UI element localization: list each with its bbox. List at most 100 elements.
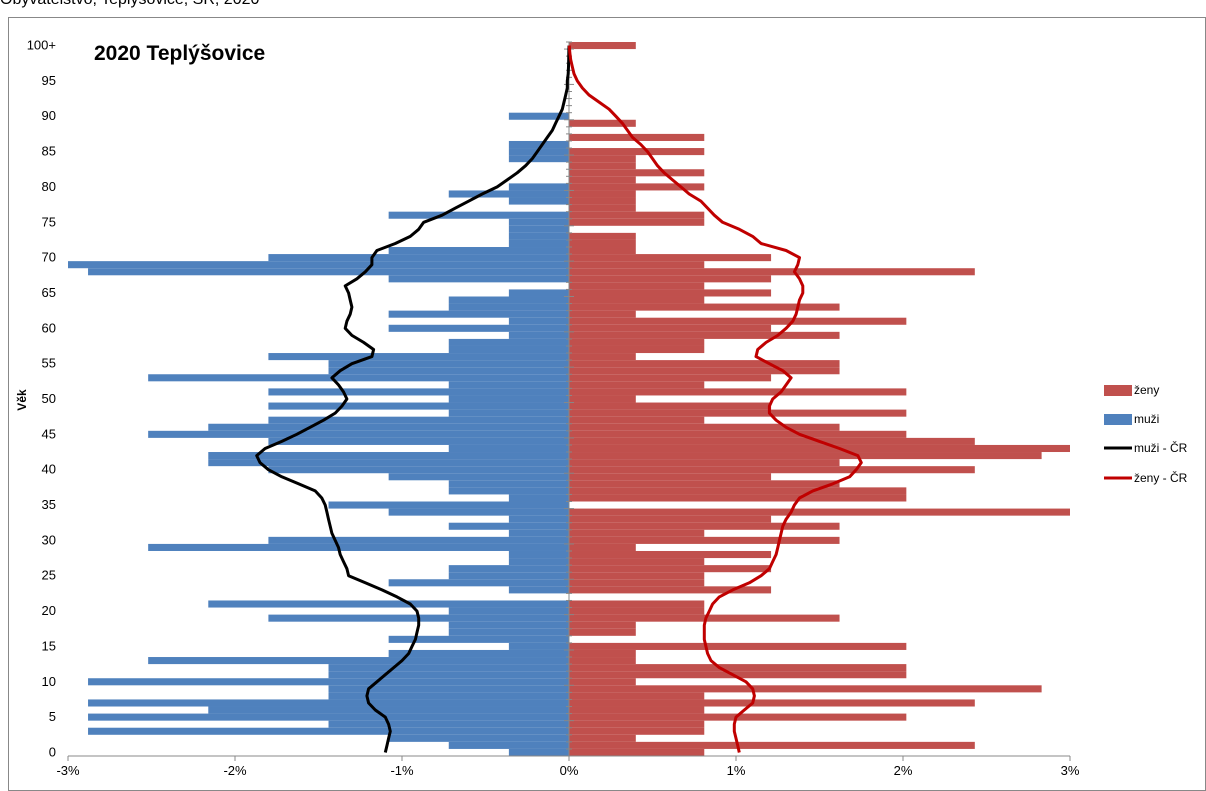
bar-muzi-age-12	[328, 664, 569, 672]
bar-zeny-age-58	[569, 338, 705, 346]
bar-zeny-age-12	[569, 664, 907, 672]
bar-zeny-age-87	[569, 133, 705, 141]
bar-zeny-age-1	[569, 741, 975, 749]
bar-zeny-age-15	[569, 642, 907, 650]
bar-zeny-age-77	[569, 204, 636, 212]
bar-zeny-age-43	[569, 444, 1070, 453]
bar-muzi-age-74	[508, 225, 569, 233]
bar-muzi-age-65	[508, 289, 569, 297]
bar-zeny-age-76	[569, 211, 705, 219]
bar-zeny-age-10	[569, 678, 636, 686]
bar-zeny-age-6	[569, 706, 705, 714]
bar-muzi-age-61	[508, 317, 569, 325]
page-header-text: Obyvatelstvo, Teplýšovice, SR, 2020	[0, 0, 259, 9]
bar-zeny-age-38	[569, 480, 840, 488]
bar-muzi-age-25	[448, 572, 569, 580]
bar-zeny-age-65	[569, 289, 772, 297]
bar-zeny-age-61	[569, 317, 907, 325]
bar-muzi-age-64	[448, 296, 569, 304]
bar-zeny-age-7	[569, 699, 975, 707]
bar-zeny-age-66	[569, 282, 705, 290]
bar-muzi-age-70	[268, 254, 569, 262]
bar-muzi-age-30	[268, 536, 569, 544]
bar-muzi-age-23	[508, 586, 569, 594]
bar-zeny-age-70	[569, 254, 772, 262]
bar-muzi-age-48	[448, 409, 569, 417]
bar-muzi-age-45	[148, 430, 569, 438]
bar-muzi-age-17	[448, 628, 569, 636]
y-tick-label: 75	[42, 214, 56, 229]
bar-muzi-age-11	[328, 671, 569, 679]
bar-zeny-age-45	[569, 430, 907, 438]
bar-zeny-age-67	[569, 275, 772, 283]
bar-zeny-age-0	[569, 748, 705, 756]
bar-muzi-age-46	[208, 423, 569, 431]
bar-zeny-age-24	[569, 579, 705, 587]
bar-zeny-age-8	[569, 692, 705, 700]
bar-zeny-age-29	[569, 543, 636, 551]
bar-muzi-age-62	[388, 310, 569, 318]
bar-muzi-age-37	[448, 487, 569, 495]
bar-zeny-age-78	[569, 197, 636, 205]
bar-muzi-age-34	[388, 508, 569, 516]
bar-muzi-age-40	[268, 466, 569, 474]
bar-muzi-age-20	[448, 607, 569, 615]
bar-zeny-age-30	[569, 536, 840, 544]
bar-zeny-age-18	[569, 621, 636, 629]
bar-muzi-age-47	[268, 416, 569, 424]
bar-muzi-age-7	[88, 699, 569, 707]
bar-zeny-age-19	[569, 614, 840, 622]
bar-zeny-age-14	[569, 649, 636, 658]
y-tick-label: 65	[42, 285, 56, 300]
bar-zeny-age-79	[569, 190, 636, 198]
bar-muzi-age-16	[388, 635, 569, 643]
bar-zeny-age-20	[569, 607, 705, 615]
bar-zeny-age-50	[569, 395, 636, 403]
bar-muzi-age-58	[448, 338, 569, 346]
bar-zeny-age-73	[569, 232, 636, 240]
y-tick-label: 0	[49, 744, 56, 759]
line-muzi-cr	[255, 45, 571, 753]
bar-muzi-age-86	[508, 140, 569, 149]
bar-muzi-age-9	[328, 685, 569, 693]
bar-zeny-age-84	[569, 155, 636, 163]
bar-muzi-age-56	[268, 353, 569, 361]
bar-zeny-age-71	[569, 247, 636, 255]
bar-muzi-age-0	[508, 748, 569, 756]
bar-muzi-age-50	[448, 395, 569, 403]
bar-zeny-age-25	[569, 572, 705, 580]
legend-zeny-label: ženy	[1134, 383, 1159, 397]
bar-zeny-age-4	[569, 720, 705, 728]
bar-zeny-age-85	[569, 148, 705, 156]
bar-muzi-age-76	[388, 211, 569, 219]
bar-muzi-age-51	[268, 388, 569, 396]
y-tick-label: 95	[42, 73, 56, 88]
bar-muzi-age-26	[448, 565, 569, 573]
bar-zeny-age-33	[569, 515, 772, 523]
bar-muzi-age-52	[448, 381, 569, 389]
bar-muzi-age-78	[508, 197, 569, 205]
bar-muzi-age-36	[508, 494, 569, 502]
bar-zeny-age-39	[569, 473, 772, 481]
bar-muzi-age-60	[388, 324, 569, 332]
bar-muzi-age-24	[388, 579, 569, 587]
y-tick-label: 90	[42, 108, 56, 123]
y-tick-label: 35	[42, 497, 56, 512]
bar-zeny-age-17	[569, 628, 636, 636]
bar-muzi-age-8	[328, 692, 569, 700]
bar-muzi-age-84	[508, 155, 569, 163]
bar-muzi-age-31	[508, 529, 569, 537]
bar-muzi-age-4	[328, 720, 569, 728]
y-tick-label: 20	[42, 603, 56, 618]
bar-muzi-age-44	[268, 437, 569, 445]
bar-zeny-age-42	[569, 452, 1042, 460]
bar-muzi-age-29	[148, 543, 569, 551]
bar-muzi-age-14	[388, 649, 569, 658]
legend-muzi-swatch	[1104, 414, 1132, 425]
bar-zeny-age-37	[569, 487, 907, 495]
bar-zeny-age-49	[569, 402, 772, 410]
bar-zeny-age-41	[569, 459, 840, 467]
bar-zeny-age-60	[569, 324, 772, 332]
y-tick-label: 15	[42, 638, 56, 653]
